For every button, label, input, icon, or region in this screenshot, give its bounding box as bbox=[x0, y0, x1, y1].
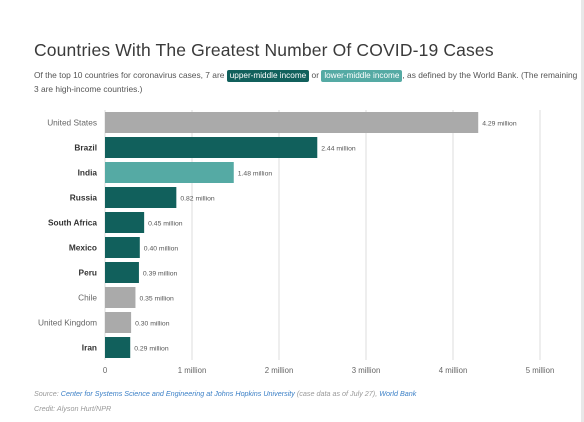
source-middle: (case data as of July 27), bbox=[294, 389, 380, 398]
source-link-world-bank[interactable]: World Bank bbox=[379, 389, 417, 398]
x-tick-label: 0 bbox=[103, 366, 108, 375]
subtitle-text-2: or bbox=[309, 70, 322, 80]
value-label: 0.30 million bbox=[135, 321, 170, 328]
value-label: 0.29 million bbox=[134, 346, 169, 353]
value-label: 0.40 million bbox=[144, 246, 179, 253]
upper-middle-income-tag: upper-middle income bbox=[226, 70, 310, 82]
bar bbox=[105, 312, 132, 333]
x-tick-label: 4 million bbox=[439, 366, 468, 375]
bar bbox=[105, 112, 479, 133]
bar bbox=[105, 337, 131, 358]
chart-title: Countries With The Greatest Number Of CO… bbox=[34, 40, 494, 60]
x-tick-label: 5 million bbox=[526, 366, 555, 375]
category-label: India bbox=[78, 168, 98, 178]
lower-middle-income-tag: lower-middle income bbox=[321, 70, 403, 82]
category-label: Peru bbox=[79, 268, 97, 278]
x-tick-label: 3 million bbox=[352, 366, 381, 375]
subtitle-text-1: Of the top 10 countries for coronavirus … bbox=[34, 70, 227, 80]
bar bbox=[105, 237, 140, 258]
right-edge-divider bbox=[581, 0, 584, 422]
category-label: United States bbox=[47, 118, 97, 128]
category-label: Russia bbox=[70, 193, 98, 203]
source-link-jhu[interactable]: Center for Systems Science and Engineeri… bbox=[60, 389, 295, 398]
category-label: Brazil bbox=[74, 143, 97, 153]
value-label: 1.48 million bbox=[238, 171, 273, 178]
value-label: 2.44 million bbox=[321, 146, 356, 153]
x-tick-label: 1 million bbox=[178, 366, 207, 375]
category-label: Chile bbox=[78, 293, 97, 303]
subtitle-text-3: , as defined by the World Bank. (The rem… bbox=[34, 70, 578, 94]
value-label: 0.45 million bbox=[148, 221, 183, 228]
value-label: 0.39 million bbox=[143, 271, 178, 278]
value-label: 4.29 million bbox=[482, 121, 517, 128]
bar bbox=[105, 212, 145, 233]
value-label: 0.35 million bbox=[139, 296, 174, 303]
category-label: Mexico bbox=[69, 243, 97, 253]
bar bbox=[105, 162, 234, 183]
bar bbox=[105, 262, 139, 283]
source-line: Source: Center for Systems Science and E… bbox=[34, 389, 416, 398]
category-label: South Africa bbox=[48, 218, 97, 228]
bar-chart: 0 1 million 2 million 3 million 4 million 5 m… bbox=[38, 110, 555, 375]
bar bbox=[105, 187, 177, 208]
category-label: Iran bbox=[82, 343, 97, 353]
credit-line: Credit: Alyson Hurt/NPR bbox=[34, 404, 112, 413]
x-tick-label: 2 million bbox=[265, 366, 294, 375]
category-label: United Kingdom bbox=[38, 318, 97, 328]
chart-subtitle: Of the top 10 countries for coronavirus … bbox=[34, 68, 579, 96]
source-prefix: Source: bbox=[34, 389, 61, 398]
bar bbox=[105, 137, 318, 158]
bar bbox=[105, 287, 136, 308]
value-label: 0.82 million bbox=[180, 196, 215, 203]
